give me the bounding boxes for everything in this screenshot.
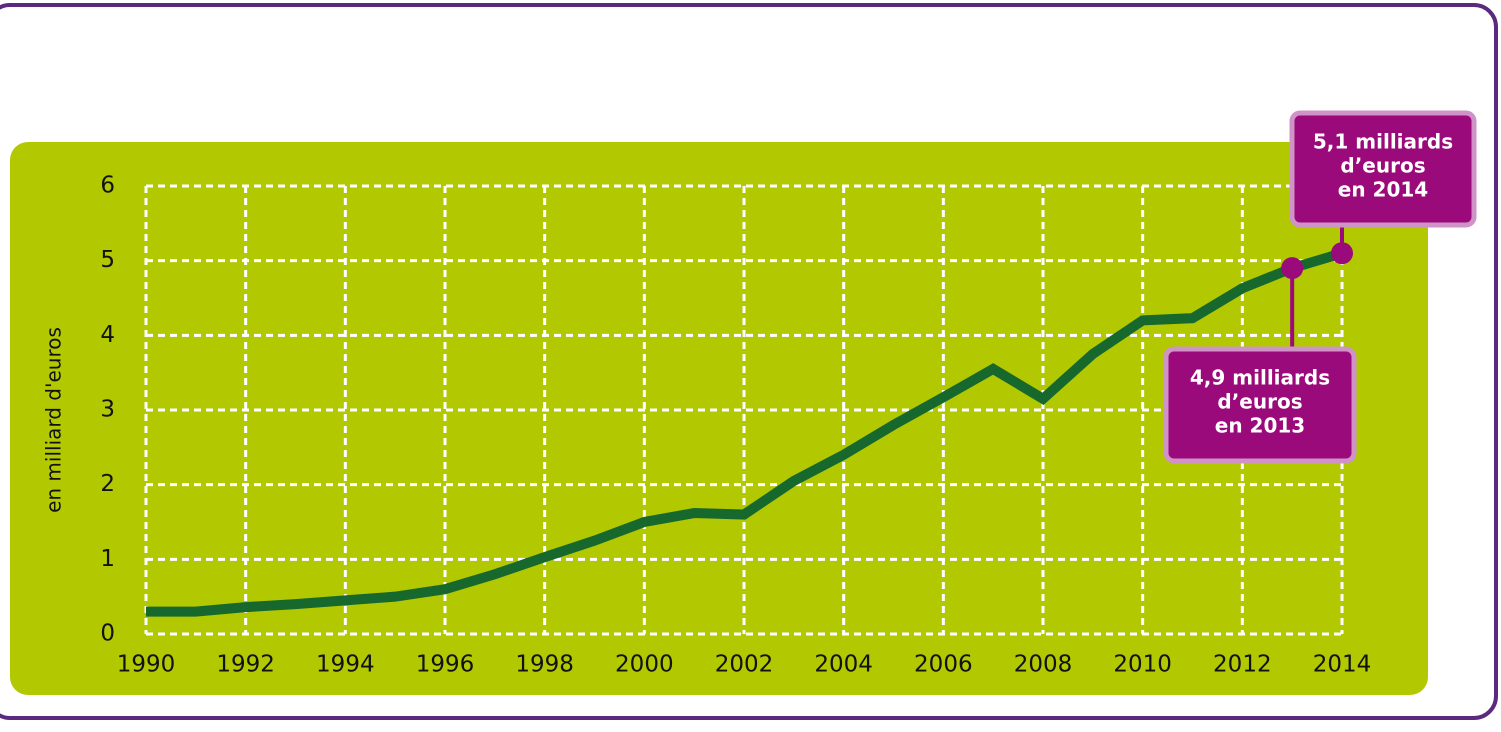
panel <box>10 142 1428 695</box>
x-tick-label: 2012 <box>1213 652 1272 678</box>
y-tick-label: 2 <box>100 471 115 497</box>
annotation-text: en 2014 <box>1338 178 1428 202</box>
x-tick-label: 1998 <box>515 652 574 678</box>
x-tick-label: 1990 <box>117 652 176 678</box>
frame <box>0 3 1498 720</box>
annotation-text: d’euros <box>1340 154 1425 178</box>
x-tick-label: 2014 <box>1313 652 1372 678</box>
annotation-text: 4,9 milliards <box>1190 366 1330 390</box>
x-tick-label: 2008 <box>1014 652 1073 678</box>
y-axis-label: en milliard d'euros <box>42 327 66 513</box>
x-tick-label: 2002 <box>715 652 774 678</box>
marker <box>1331 242 1353 265</box>
y-tick-label: 3 <box>100 397 115 423</box>
x-tick-label: 1994 <box>316 652 375 678</box>
x-tick-label: 1996 <box>416 652 475 678</box>
x-tick-label: 2010 <box>1113 652 1172 678</box>
y-tick-label: 6 <box>100 173 115 199</box>
line <box>146 248 1344 617</box>
annotation-text: 5,1 milliards <box>1313 130 1453 154</box>
x-tick-label: 1992 <box>216 652 275 678</box>
x-tick-label: 2006 <box>914 652 973 678</box>
y-tick-label: 5 <box>100 247 115 273</box>
annotation-box <box>1163 346 1357 464</box>
y-tick-label: 0 <box>100 621 115 647</box>
y-tick-label: 4 <box>100 322 115 348</box>
x-tick-label: 2000 <box>615 652 674 678</box>
annotation-text: d’euros <box>1217 390 1302 414</box>
annotation-box <box>1289 110 1477 228</box>
x-tick-label: 2004 <box>814 652 873 678</box>
marker <box>1281 257 1304 280</box>
y-tick-label: 1 <box>100 546 115 572</box>
annotation-text: en 2013 <box>1215 414 1305 438</box>
